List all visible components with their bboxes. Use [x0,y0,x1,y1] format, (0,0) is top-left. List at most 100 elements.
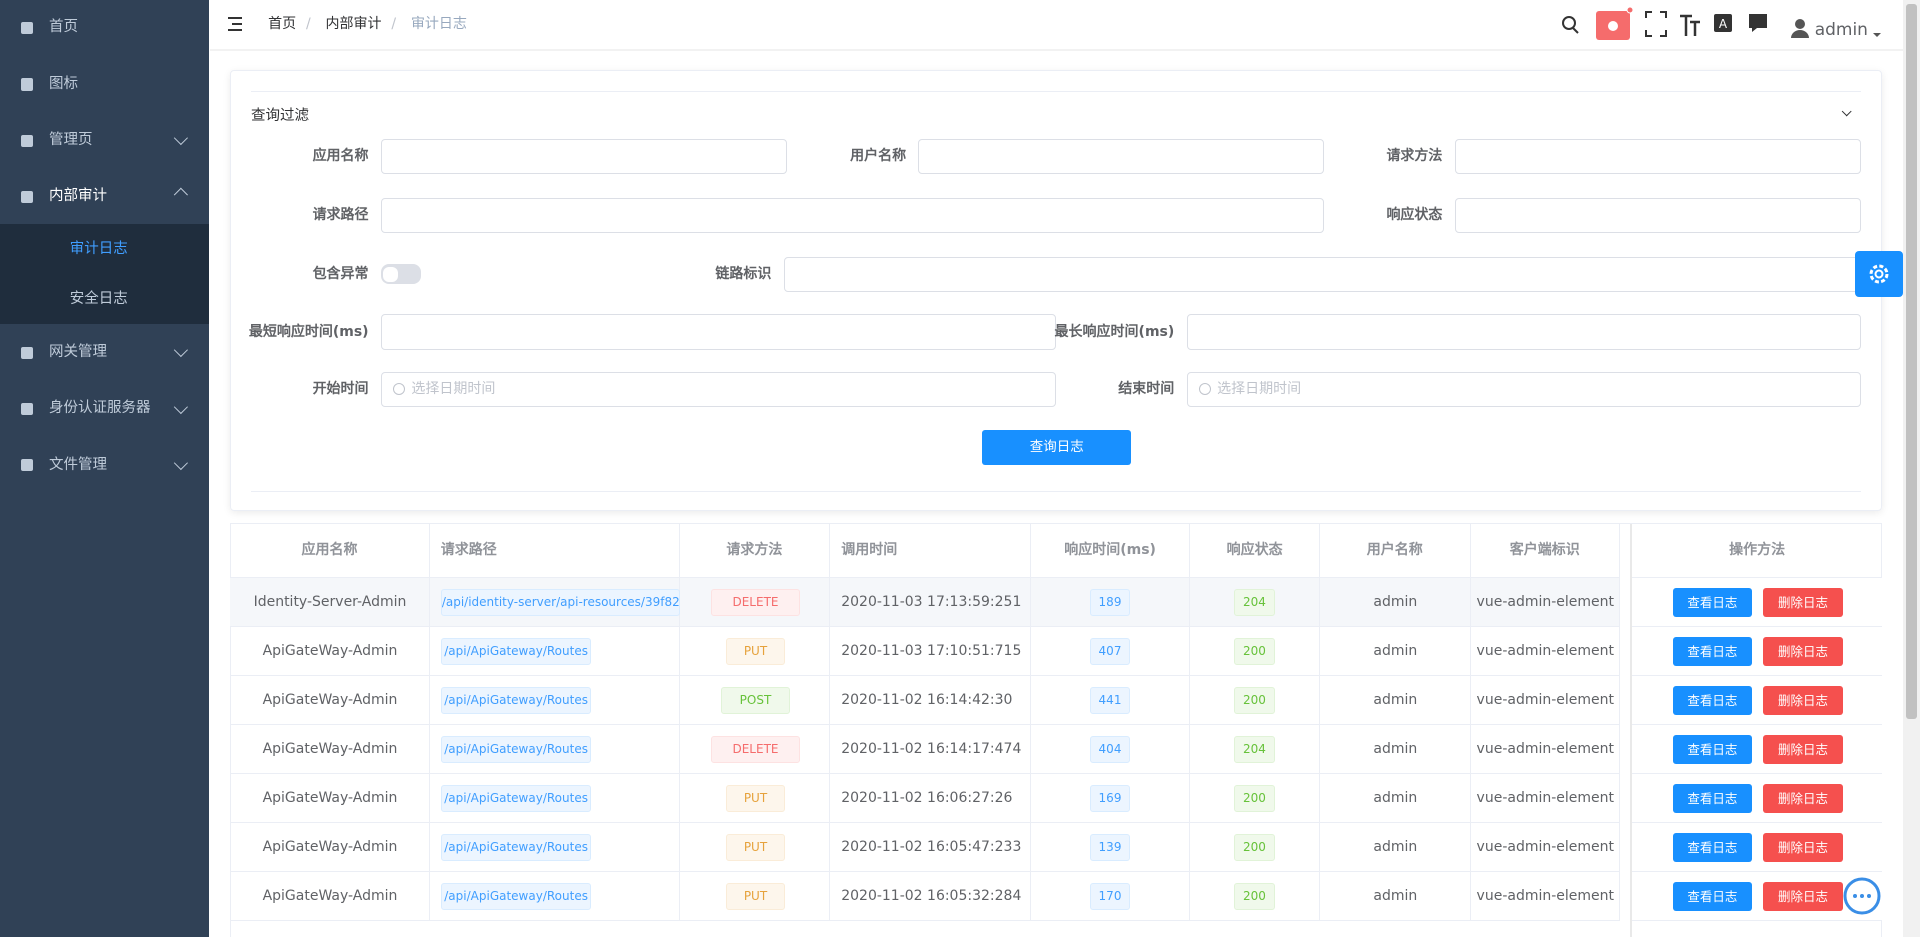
field-label: 应用名称 [312,148,369,165]
text-input[interactable] [380,371,1056,408]
cell [230,871,430,921]
menu-item[interactable]: 文件管理 [48,456,107,473]
header-cell[interactable]: 应用名称 [230,524,430,578]
cell-time: 2020-11-03 17:13:59:251 [841,593,1022,610]
cell-time: 2020-11-02 16:05:32:284 [841,887,1022,904]
cell [1031,626,1191,676]
hamburger[interactable] [228,17,242,31]
cell [1031,675,1191,725]
chat-button[interactable] [1843,877,1881,915]
cell-client: vue-admin-element [1476,642,1615,659]
cell [679,626,831,676]
view-button[interactable]: 查看日志 [1672,881,1753,911]
header-cell[interactable]: 调用时间 [830,524,1032,578]
text-input[interactable] [1454,197,1862,234]
breadcrumb[interactable]: 内部审计 [325,16,382,33]
cell-client: vue-admin-element [1476,691,1615,708]
cell-user: admin [1373,789,1418,806]
user-name[interactable]: admin [1814,20,1868,41]
field-label: 最短响应时间(ms) [248,323,369,340]
header-cell[interactable]: 请求方法 [679,524,831,578]
text-input[interactable] [380,138,788,175]
cell [230,773,430,823]
method-tag: PUT [726,784,785,812]
view-button[interactable]: 查看日志 [1672,734,1753,765]
header-icons[interactable]: A [1562,6,1881,40]
text-input[interactable] [380,314,1056,350]
path-tag: /api/ApiGateway/Routes [440,784,592,812]
field-label: 最长响应时间(ms) [1054,323,1175,340]
delete-button[interactable]: 删除日志 [1763,685,1843,716]
field-label: 响应状态 [1386,207,1443,224]
status-tag: 204 [1234,588,1275,616]
view-button[interactable]: 查看日志 [1672,636,1753,667]
cell-app: ApiGateWay-Admin [262,740,398,757]
view-button[interactable]: 查看日志 [1672,783,1753,814]
field-label: 用户名称 [850,148,907,165]
cell-user: admin [1373,691,1418,708]
delete-button[interactable]: 删除日志 [1763,881,1843,911]
cell [1190,626,1320,676]
cell [679,773,831,823]
delete-button[interactable]: 删除日志 [1763,734,1843,765]
cell-client: vue-admin-element [1476,789,1615,806]
cell [830,822,1032,872]
menu-item[interactable]: 内部审计 [48,188,107,205]
settings-button[interactable] [1855,251,1903,297]
cell-time: 2020-11-02 16:05:47:233 [841,838,1022,855]
method-tag: PUT [726,882,785,910]
path-tag: /api/ApiGateway/Routes [440,637,592,665]
field-label: 开始时间 [312,381,369,398]
cell-app: ApiGateWay-Admin [262,838,398,855]
cell [1190,773,1320,823]
menu-item[interactable]: 管理页 [48,132,93,149]
method-tag: DELETE [711,588,800,616]
menu-item[interactable]: 首页 [48,19,78,36]
header-cell[interactable]: 客户端标识 [1470,524,1620,578]
view-button[interactable]: 查看日志 [1672,587,1753,618]
placeholder: 选择日期时间 [411,381,496,398]
menu-item[interactable]: 图标 [48,75,78,92]
submenu-item[interactable]: 审计日志 [69,241,128,258]
cell [830,577,1032,627]
breadcrumb-sep: / [305,16,311,33]
delete-button[interactable]: 删除日志 [1763,832,1843,863]
breadcrumb[interactable]: 首页 [268,16,297,33]
breadcrumb-sep: / [391,16,397,33]
cell [429,871,680,921]
header-cell[interactable]: 响应状态 [1190,524,1320,578]
divider [251,491,1862,493]
scrollbar-thumb[interactable] [1906,4,1917,719]
filter-title[interactable]: 查询过滤 [251,108,310,125]
cell [230,626,430,676]
view-button[interactable]: 查看日志 [1672,832,1753,863]
text-input[interactable] [380,197,1324,234]
text-input[interactable] [1186,371,1862,408]
cell [830,773,1032,823]
submenu-item[interactable]: 安全日志 [69,291,128,308]
header-cell[interactable]: 响应时间(ms) [1031,524,1191,578]
menu-item[interactable]: 网关管理 [48,343,107,360]
status-tag: 200 [1234,784,1275,812]
text-input[interactable] [918,138,1324,175]
text-input[interactable] [783,256,1862,293]
header-cell[interactable]: 用户名称 [1320,524,1471,578]
cell [1031,822,1191,872]
status-tag: 200 [1234,637,1275,665]
delete-button[interactable]: 删除日志 [1763,587,1843,618]
delete-button[interactable]: 删除日志 [1763,783,1843,814]
text-input[interactable] [1454,138,1862,175]
text-input[interactable] [1186,314,1862,350]
cell [1470,577,1620,627]
header-cell: 操作方法 [1632,524,1883,578]
view-button[interactable]: 查看日志 [1672,685,1753,716]
cell [1320,822,1471,872]
menu-item[interactable]: 身份认证服务器 [48,400,151,417]
search-button[interactable]: 查询日志 [982,429,1132,466]
delete-button[interactable]: 删除日志 [1763,636,1843,667]
cell-app: Identity-Server-Admin [253,593,407,610]
header-cell[interactable]: 请求路径 [429,524,680,578]
menu-icon [20,402,34,416]
